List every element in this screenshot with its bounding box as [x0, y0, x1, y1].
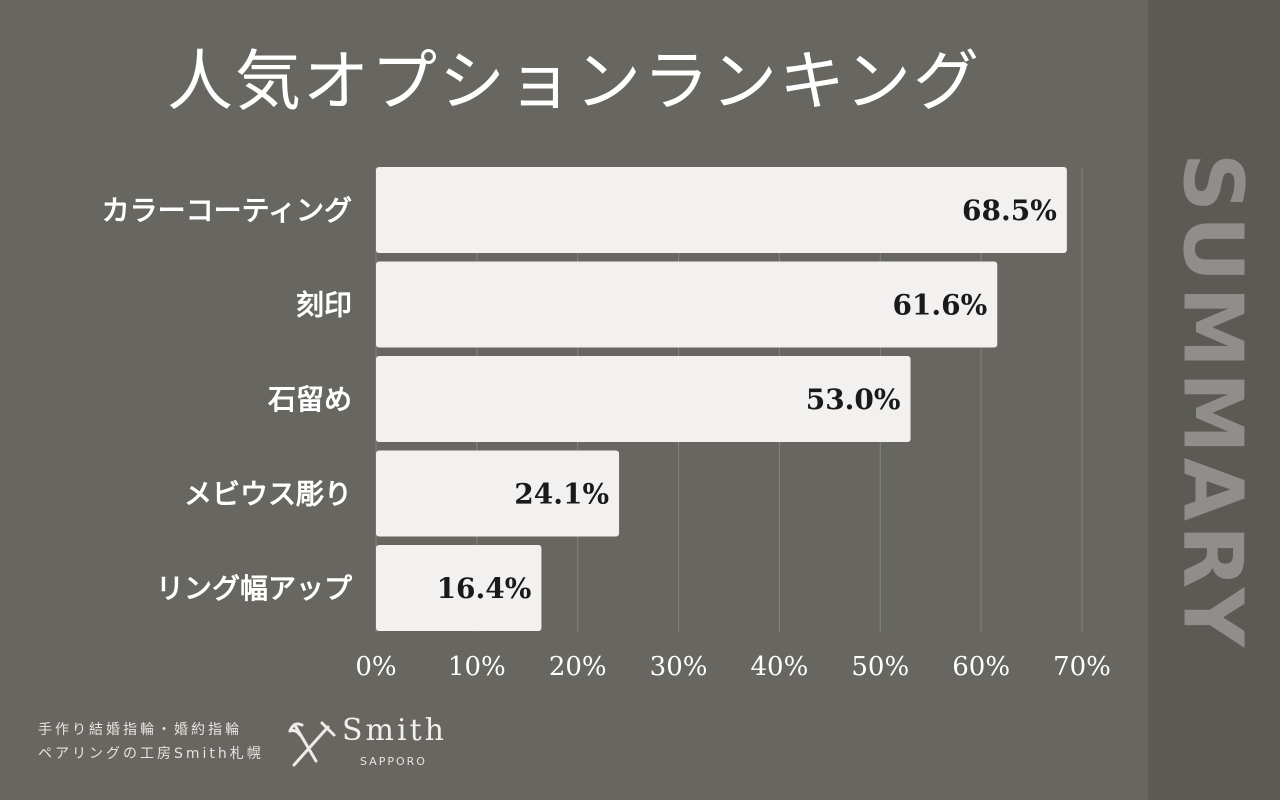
- bar-value-label: 16.4%: [437, 572, 532, 605]
- bar-value-label: 53.0%: [806, 383, 901, 416]
- footer-line-1: 手作り結婚指輪・婚約指輪: [38, 722, 242, 738]
- x-tick-label: 60%: [952, 652, 1010, 682]
- x-tick-label: 30%: [650, 652, 708, 682]
- bar-chart: 0% 10% 20% 30% 40% 50% 60% 70% 68.5% カラーコーティング 61.…: [102, 167, 1111, 682]
- bar: [376, 356, 911, 442]
- x-tick-label: 20%: [549, 652, 607, 682]
- bar: [376, 261, 998, 348]
- x-tick-label: 70%: [1053, 652, 1111, 682]
- bar: [376, 167, 1067, 253]
- category-label: リング幅アップ: [156, 572, 353, 605]
- summary-label: SUMMARY: [1164, 152, 1260, 652]
- bar: [376, 450, 620, 537]
- category-label: 刻印: [296, 289, 352, 322]
- x-tick-label: 0%: [355, 652, 396, 682]
- logo-name: Smith: [342, 713, 447, 748]
- bar-value-label: 68.5%: [962, 194, 1057, 227]
- category-label: カラーコーティング: [102, 194, 352, 227]
- footer-tagline: 手作り結婚指輪・婚約指輪 ペアリングの工房Smith札幌: [38, 718, 264, 766]
- chart-title: 人気オプションランキング: [166, 43, 982, 120]
- x-tick-label: 40%: [751, 652, 809, 682]
- x-tick-label: 10%: [448, 652, 506, 682]
- sidebar: [1148, 0, 1280, 800]
- x-tick-label: 50%: [851, 652, 909, 682]
- bar: [376, 545, 542, 631]
- category-label: 石留め: [267, 383, 352, 416]
- footer-line-2: ペアリングの工房Smith札幌: [38, 746, 264, 762]
- bar-value-label: 24.1%: [514, 478, 609, 511]
- category-label: メビウス彫り: [184, 478, 352, 511]
- logo-sub: SAPPORO: [360, 755, 427, 768]
- smith-logo: Smith SAPPORO: [286, 713, 456, 769]
- tools-icon: [288, 721, 336, 767]
- bar-value-label: 61.6%: [892, 289, 987, 322]
